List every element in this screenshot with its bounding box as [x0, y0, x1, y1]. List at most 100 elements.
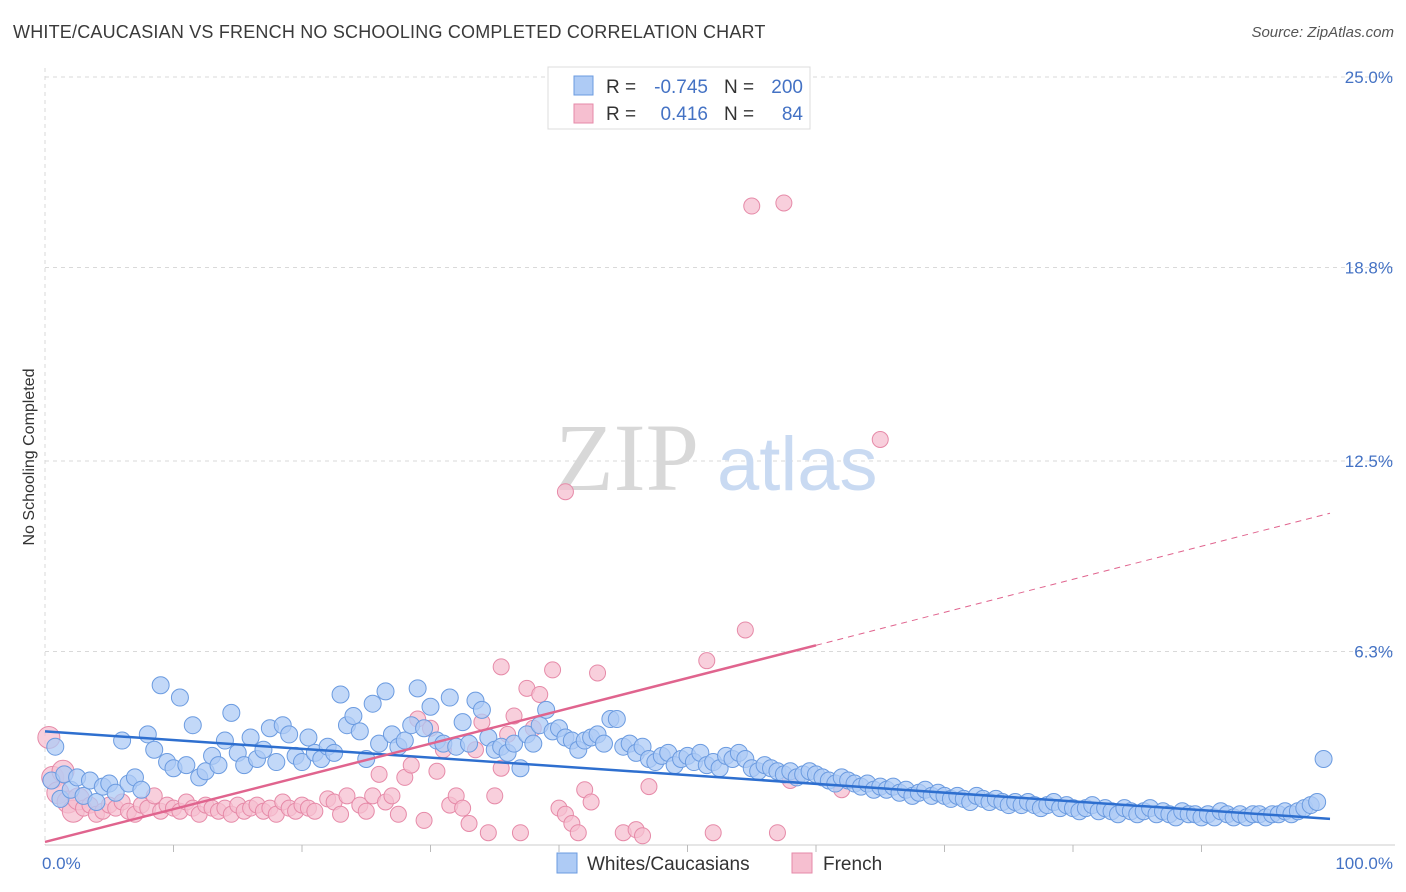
white-point-40	[293, 753, 311, 772]
white-point-49	[350, 722, 369, 741]
french-point-95	[492, 658, 510, 676]
y-axis-labels: 25.0% 18.8% 12.5% 6.3%	[1345, 68, 1393, 661]
white-point-89	[607, 710, 626, 729]
french-point-91	[871, 430, 889, 448]
y-tick-label-1: 18.8%	[1345, 258, 1393, 277]
white-point-38	[280, 725, 299, 744]
french-trend-extension	[815, 512, 1331, 646]
french-point-92	[743, 197, 761, 215]
legend-swatch-whites	[573, 75, 594, 96]
bottom-legend-swatch-whites	[556, 852, 578, 874]
white-point-65	[453, 713, 472, 732]
french-point-81	[569, 824, 587, 842]
y-tick-label-2: 12.5%	[1345, 452, 1393, 471]
french-point-68	[479, 824, 497, 842]
white-point-46	[331, 685, 350, 704]
french-point-56	[402, 756, 420, 774]
chart-title: WHITE/CAUCASIAN VS FRENCH NO SCHOOLING C…	[13, 22, 766, 42]
french-point-73	[511, 824, 529, 842]
x-axis-ticks	[173, 845, 1202, 852]
white-point-51	[363, 694, 382, 713]
french-point-51	[370, 765, 388, 783]
french-point-88	[768, 824, 786, 842]
white-point-18	[151, 676, 170, 695]
french-point-60	[428, 762, 446, 780]
french-point-72	[505, 707, 523, 725]
white-point-8	[87, 792, 106, 811]
french-point-98	[640, 778, 658, 796]
white-point-45	[325, 743, 344, 762]
bottom-legend-swatch-french	[791, 852, 813, 874]
legend-r-value-0: -0.745	[654, 77, 708, 98]
watermark-zip: ZIP	[555, 404, 699, 511]
white-point-58	[408, 679, 427, 698]
legend-r-label-1: R =	[606, 104, 641, 125]
y-tick-label-3: 6.3%	[1354, 642, 1393, 661]
legend-n-label-1: N =	[724, 104, 759, 125]
white-point-63	[440, 688, 459, 707]
white-point-17	[145, 740, 164, 759]
white-point-11	[106, 783, 125, 802]
french-point-83	[589, 664, 607, 682]
french-point-49	[357, 802, 375, 820]
legend-n-value-1: 84	[782, 104, 804, 125]
white-point-68	[472, 700, 491, 719]
watermark: ZIP atlas	[555, 404, 878, 511]
x-tick-label-1: 100.0%	[1335, 854, 1393, 873]
white-point-52	[370, 734, 389, 753]
x-axis-labels: 0.0% 100.0%	[42, 854, 1393, 873]
trend-lines	[44, 512, 1331, 844]
white-point-27	[209, 756, 228, 775]
white-point-34	[254, 740, 273, 759]
white-point-29	[222, 703, 241, 722]
french-point-96	[698, 652, 716, 670]
white-point-198	[1308, 792, 1327, 811]
white-point-56	[395, 731, 414, 750]
white-point-15	[132, 780, 151, 799]
french-point-46	[332, 805, 350, 823]
white-trend-line	[44, 730, 1331, 821]
white-point-21	[170, 688, 189, 707]
french-point-69	[486, 787, 504, 805]
white-point-41	[299, 728, 318, 747]
white-point-73	[505, 734, 524, 753]
bottom-legend: Whites/Caucasians French	[556, 852, 882, 875]
y-tick-label-0: 25.0%	[1345, 68, 1393, 87]
white-point-16	[138, 725, 157, 744]
french-point-47	[338, 787, 356, 805]
french-point-70	[492, 759, 510, 777]
legend-n-label-0: N =	[724, 77, 759, 98]
white-point-59	[415, 719, 434, 738]
legend-n-value-0: 200	[771, 77, 803, 98]
legend-swatch-french	[573, 103, 594, 124]
white-point-66	[460, 734, 479, 753]
white-point-76	[524, 734, 543, 753]
white-point-22	[177, 756, 196, 775]
white-point-32	[241, 728, 260, 747]
white-point-199	[1314, 749, 1333, 768]
white-point-60	[421, 697, 440, 716]
white-point-53	[376, 682, 395, 701]
legend-r-value-1: 0.416	[660, 104, 708, 125]
french-point-97	[736, 621, 754, 639]
chart-source: Source: ZipAtlas.com	[1251, 24, 1394, 41]
french-point-54	[389, 805, 407, 823]
y-axis-title: No Schooling Completed	[21, 369, 38, 546]
french-point-86	[634, 827, 652, 845]
french-point-87	[704, 824, 722, 842]
x-tick-label-0: 0.0%	[42, 854, 81, 873]
bottom-legend-label-french: French	[823, 854, 882, 875]
french-point-65	[460, 814, 478, 832]
french-point-93	[775, 194, 793, 212]
legend-r-label-0: R =	[606, 77, 641, 98]
legend: R = -0.745 N = 200 R = 0.416 N = 84	[547, 66, 811, 130]
white-point-28	[215, 731, 234, 750]
white-point-1	[46, 737, 65, 756]
french-point-99	[582, 793, 600, 811]
bottom-legend-label-whites: Whites/Caucasians	[587, 854, 750, 875]
french-point-94	[556, 483, 574, 501]
french-point-43	[306, 802, 324, 820]
french-trend-line	[44, 644, 817, 844]
white-point-12	[113, 731, 132, 750]
